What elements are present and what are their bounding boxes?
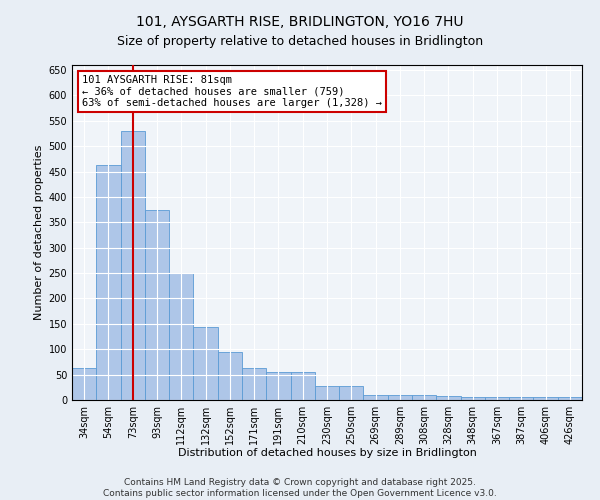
Text: 101 AYSGARTH RISE: 81sqm
← 36% of detached houses are smaller (759)
63% of semi-: 101 AYSGARTH RISE: 81sqm ← 36% of detach… [82, 75, 382, 108]
Text: 101, AYSGARTH RISE, BRIDLINGTON, YO16 7HU: 101, AYSGARTH RISE, BRIDLINGTON, YO16 7H… [136, 15, 464, 29]
Bar [509, 398, 533, 400]
Text: Size of property relative to detached houses in Bridlington: Size of property relative to detached ho… [117, 35, 483, 48]
Bar [485, 398, 509, 400]
Bar [558, 398, 582, 400]
Bar [145, 210, 169, 400]
Bar [96, 165, 121, 400]
Bar [412, 395, 436, 400]
Bar [388, 395, 412, 400]
Bar [290, 372, 315, 400]
Bar [72, 368, 96, 400]
Bar [461, 398, 485, 400]
Bar [533, 398, 558, 400]
Bar [266, 372, 290, 400]
Bar [315, 386, 339, 400]
Bar [364, 395, 388, 400]
Bar [436, 396, 461, 400]
Y-axis label: Number of detached properties: Number of detached properties [34, 145, 44, 320]
Bar [169, 273, 193, 400]
X-axis label: Distribution of detached houses by size in Bridlington: Distribution of detached houses by size … [178, 448, 476, 458]
Bar [121, 131, 145, 400]
Bar [218, 352, 242, 400]
Bar [339, 386, 364, 400]
Bar [242, 368, 266, 400]
Text: Contains HM Land Registry data © Crown copyright and database right 2025.
Contai: Contains HM Land Registry data © Crown c… [103, 478, 497, 498]
Bar [193, 328, 218, 400]
